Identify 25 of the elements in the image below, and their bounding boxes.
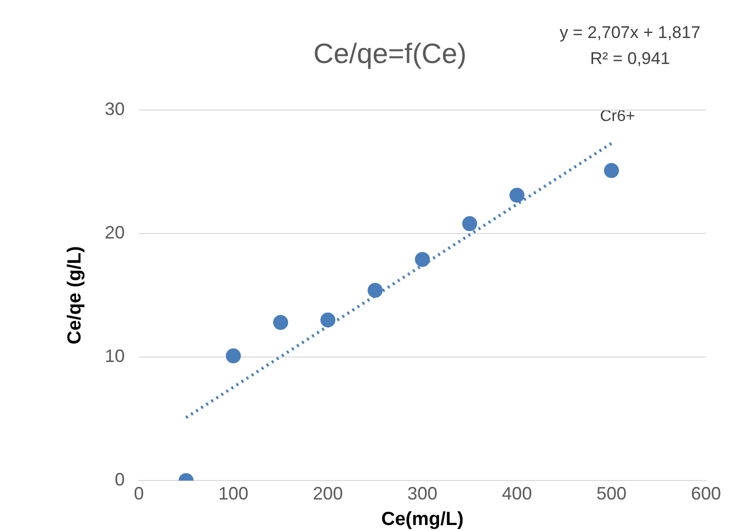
point: [368, 282, 383, 298]
point: [414, 252, 430, 267]
x-tick-label: 0: [134, 483, 144, 504]
x-tick-label: 600: [690, 483, 722, 504]
point: [273, 314, 288, 330]
x-tick-label: 500: [596, 483, 626, 504]
chart-title: Ce/qe=f(Ce): [312, 38, 468, 70]
y-tick-label: 30: [104, 98, 125, 119]
x-tick-label: 400: [502, 483, 532, 504]
annotation: Cr6+: [600, 108, 636, 126]
x-tick-label: 100: [218, 483, 248, 504]
y-tick-label: 0: [114, 470, 125, 490]
point: [462, 216, 478, 232]
point: [226, 348, 241, 364]
text: R² = 0,941: [590, 49, 670, 68]
point: [604, 163, 619, 178]
y-tick-label: 10: [104, 346, 125, 366]
text: y = 2,707x + 1,817: [560, 23, 700, 42]
y-tick-label: 20: [104, 222, 125, 242]
point: [509, 188, 524, 203]
x-tick-label: 200: [312, 483, 343, 504]
point: [320, 312, 336, 328]
y-axis-title: Ce/qe (g/L): [64, 246, 86, 344]
x-tick-label: 300: [407, 483, 438, 504]
x-axis-title: Ce(mg/L): [381, 508, 464, 530]
